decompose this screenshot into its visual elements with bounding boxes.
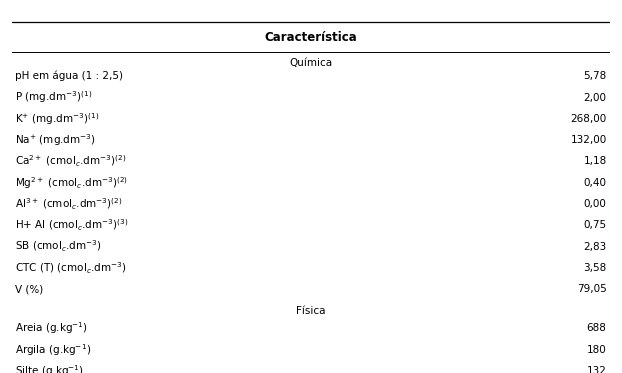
Text: 2,83: 2,83 (583, 242, 606, 252)
Text: Areia (g.kg$^{-1}$): Areia (g.kg$^{-1}$) (16, 320, 88, 336)
Text: Al$^{3+}$ (cmol$_{c}$.dm$^{-3}$)$^{(2)}$: Al$^{3+}$ (cmol$_{c}$.dm$^{-3}$)$^{(2)}$ (16, 196, 123, 212)
Text: 180: 180 (587, 345, 606, 355)
Text: Ca$^{2+}$ (cmol$_{c}$.dm$^{-3}$)$^{(2)}$: Ca$^{2+}$ (cmol$_{c}$.dm$^{-3}$)$^{(2)}$ (16, 154, 127, 169)
Text: 0,00: 0,00 (583, 199, 606, 209)
Text: 268,00: 268,00 (570, 114, 606, 124)
Text: 132: 132 (587, 366, 606, 373)
Text: 0,75: 0,75 (583, 220, 606, 231)
Text: Característica: Característica (264, 31, 358, 44)
Text: Argila (g.kg$^{-1}$): Argila (g.kg$^{-1}$) (16, 342, 91, 358)
Text: Na$^{+}$ (mg.dm$^{-3}$): Na$^{+}$ (mg.dm$^{-3}$) (16, 132, 96, 148)
Text: Física: Física (296, 306, 326, 316)
Text: V (%): V (%) (16, 284, 44, 294)
Text: Química: Química (289, 58, 333, 68)
Text: 79,05: 79,05 (577, 284, 606, 294)
Text: pH em água (1 : 2,5): pH em água (1 : 2,5) (16, 71, 123, 81)
Text: 0,40: 0,40 (583, 178, 606, 188)
Text: Mg$^{2+}$ (cmol$_{c}$.dm$^{-3}$)$^{(2)}$: Mg$^{2+}$ (cmol$_{c}$.dm$^{-3}$)$^{(2)}$ (16, 175, 129, 191)
Text: 5,78: 5,78 (583, 71, 606, 81)
Text: 2,00: 2,00 (583, 93, 606, 103)
Text: P (mg.dm$^{-3}$)$^{(1)}$: P (mg.dm$^{-3}$)$^{(1)}$ (16, 90, 93, 106)
Text: CTC (T) (cmol$_{c}$.dm$^{-3}$): CTC (T) (cmol$_{c}$.dm$^{-3}$) (16, 260, 127, 276)
Text: H+ Al (cmol$_{c}$.dm$^{-3}$)$^{(3)}$: H+ Al (cmol$_{c}$.dm$^{-3}$)$^{(3)}$ (16, 218, 129, 233)
Text: Silte (g.kg$^{-1}$): Silte (g.kg$^{-1}$) (16, 363, 84, 373)
Text: 688: 688 (587, 323, 606, 333)
Text: 132,00: 132,00 (570, 135, 606, 145)
Text: 1,18: 1,18 (583, 156, 606, 166)
Text: SB (cmol$_{c}$.dm$^{-3}$): SB (cmol$_{c}$.dm$^{-3}$) (16, 239, 102, 254)
Text: 3,58: 3,58 (583, 263, 606, 273)
Text: K$^{+}$ (mg.dm$^{-3}$)$^{(1)}$: K$^{+}$ (mg.dm$^{-3}$)$^{(1)}$ (16, 111, 100, 127)
